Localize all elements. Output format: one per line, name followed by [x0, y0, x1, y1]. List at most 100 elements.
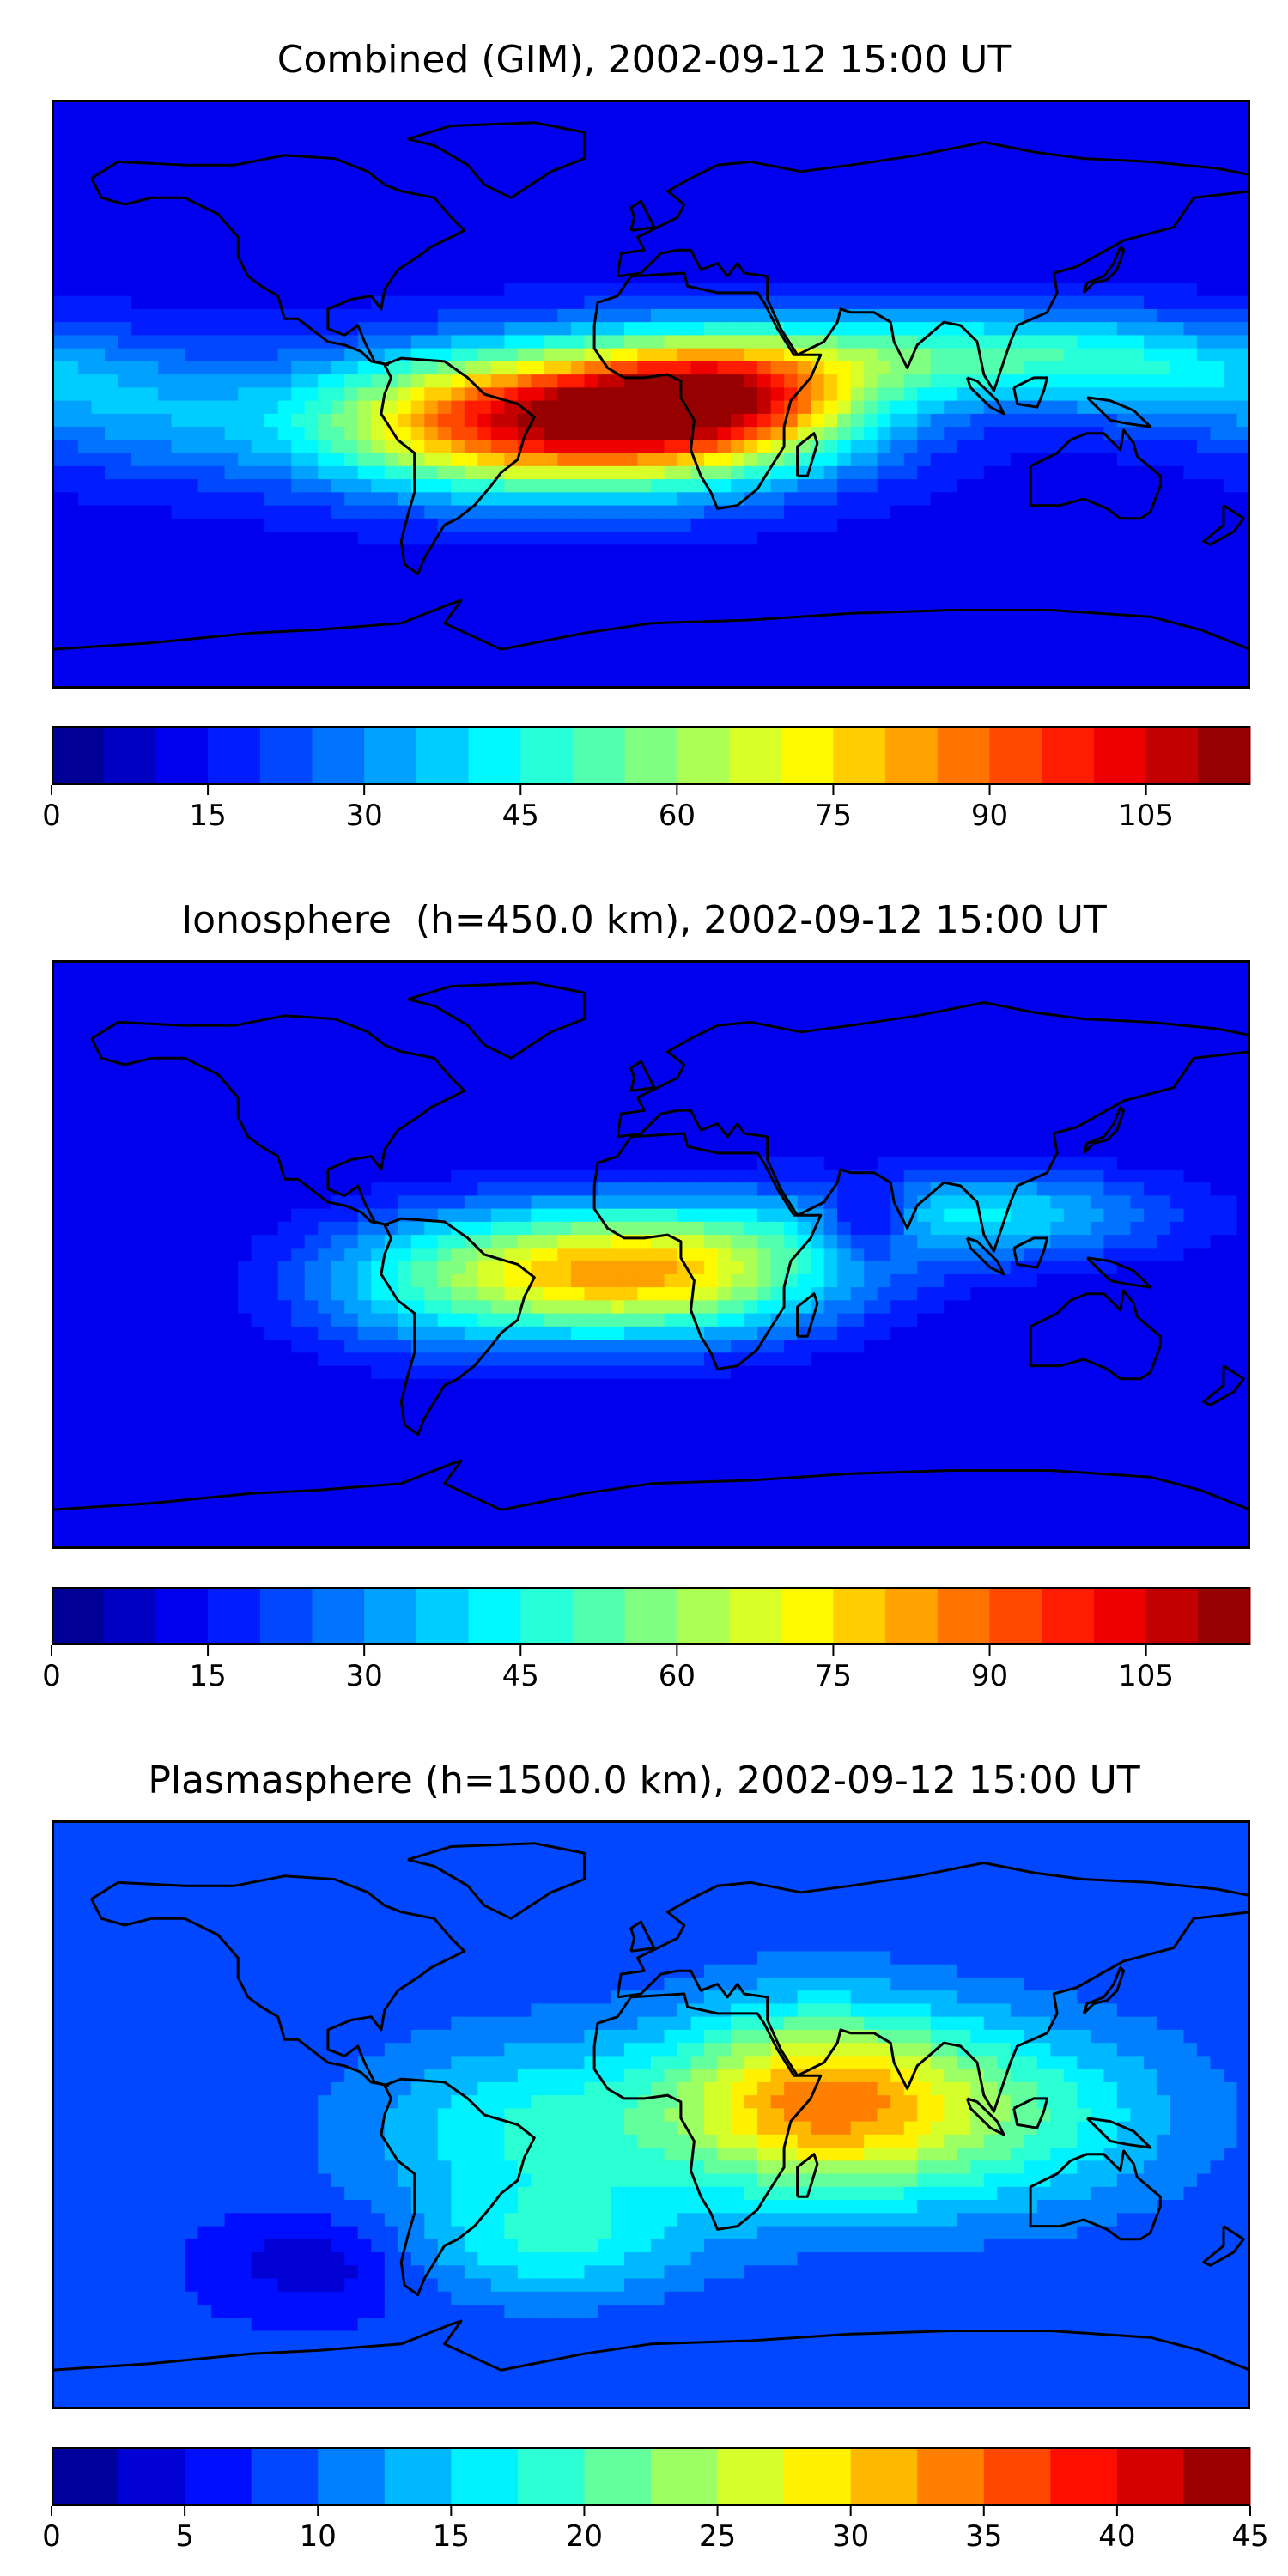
- field-cell: [731, 322, 745, 336]
- field-cell: [211, 465, 226, 480]
- field-cell: [1170, 413, 1185, 428]
- field-cell: [944, 1078, 958, 1092]
- field-cell: [410, 427, 425, 440]
- field-cell: [1077, 178, 1091, 192]
- field-cell: [1090, 1064, 1104, 1078]
- field-cell: [903, 1038, 918, 1053]
- field-cell: [651, 204, 665, 218]
- field-cell: [1170, 112, 1185, 127]
- field-cell: [331, 361, 345, 375]
- field-cell: [1236, 557, 1250, 572]
- field-cell: [197, 557, 212, 572]
- field-cell: [597, 465, 612, 480]
- field-cell: [277, 361, 292, 375]
- field-cell: [91, 204, 106, 218]
- field-cell: [957, 387, 971, 402]
- field-cell: [357, 1051, 372, 1066]
- field-cell: [1143, 165, 1158, 179]
- field-cell: [903, 151, 918, 166]
- field-cell: [1116, 112, 1131, 127]
- field-cell: [1010, 584, 1024, 598]
- field-cell: [504, 204, 519, 218]
- field-cell: [171, 662, 185, 677]
- field-cell: [811, 986, 825, 1000]
- field-cell: [877, 348, 891, 362]
- field-cell: [105, 295, 119, 310]
- field-cell: [1090, 675, 1104, 689]
- field-cell: [1183, 662, 1198, 677]
- field-cell: [437, 479, 452, 493]
- field-cell: [1024, 1051, 1038, 1066]
- field-cell: [78, 1012, 93, 1026]
- field-cell: [997, 1051, 1012, 1066]
- field-cell: [371, 138, 386, 153]
- field-cell: [770, 387, 785, 402]
- field-cell: [185, 440, 199, 454]
- field-cell: [651, 505, 665, 519]
- field-cell: [451, 440, 465, 454]
- field-cell: [1157, 570, 1171, 585]
- field-cell: [171, 505, 185, 519]
- field-cell: [185, 125, 199, 140]
- field-cell: [637, 544, 652, 559]
- field-cell: [651, 557, 665, 572]
- field-cell: [983, 178, 998, 192]
- field-cell: [797, 623, 811, 637]
- field-cell: [757, 465, 772, 480]
- field-cell: [970, 217, 985, 232]
- field-cell: [944, 1064, 958, 1078]
- field-cell: [544, 400, 559, 415]
- field-cell: [890, 453, 905, 467]
- field-cell: [105, 427, 119, 440]
- field-cell: [944, 374, 958, 388]
- field-cell: [52, 649, 66, 664]
- field-cell: [823, 597, 838, 611]
- field-cell: [344, 973, 359, 987]
- field-cell: [557, 557, 572, 572]
- field-cell: [744, 335, 758, 349]
- field-cell: [171, 387, 185, 402]
- field-cell: [944, 178, 958, 192]
- field-cell: [717, 973, 732, 987]
- field-cell: [291, 374, 306, 388]
- field-cell: [277, 335, 292, 349]
- field-cell: [850, 479, 865, 493]
- field-cell: [890, 387, 905, 402]
- field-cell: [490, 623, 505, 637]
- field-cell: [651, 138, 665, 153]
- field-cell: [664, 1025, 678, 1040]
- field-cell: [1130, 492, 1145, 507]
- field-cell: [344, 308, 359, 323]
- field-cell: [384, 584, 398, 598]
- field-cell: [557, 191, 572, 205]
- field-cell: [1130, 308, 1145, 323]
- field-cell: [424, 518, 439, 532]
- field-cell: [770, 243, 785, 258]
- field-cell: [1236, 1051, 1250, 1066]
- field-cell: [1183, 584, 1198, 598]
- field-cell: [570, 178, 586, 192]
- field-cell: [1063, 986, 1078, 1000]
- field-cell: [1036, 960, 1051, 974]
- field-cell: [384, 151, 398, 166]
- field-cell: [291, 413, 306, 428]
- field-cell: [504, 544, 519, 559]
- field-cell: [171, 610, 185, 624]
- field-cell: [251, 636, 265, 650]
- field-cell: [570, 675, 586, 689]
- field-cell: [91, 138, 106, 153]
- field-cell: [1036, 256, 1051, 270]
- field-cell: [318, 973, 332, 987]
- field-cell: [1183, 557, 1198, 572]
- field-cell: [797, 112, 811, 127]
- field-cell: [970, 1051, 985, 1066]
- field-cell: [185, 453, 199, 467]
- field-cell: [78, 387, 93, 402]
- field-cell: [398, 1051, 412, 1066]
- field-cell: [197, 1025, 212, 1040]
- field-cell: [1223, 138, 1238, 153]
- field-cell: [664, 623, 678, 637]
- field-cell: [597, 322, 612, 336]
- field-cell: [197, 544, 212, 559]
- field-cell: [1116, 100, 1131, 113]
